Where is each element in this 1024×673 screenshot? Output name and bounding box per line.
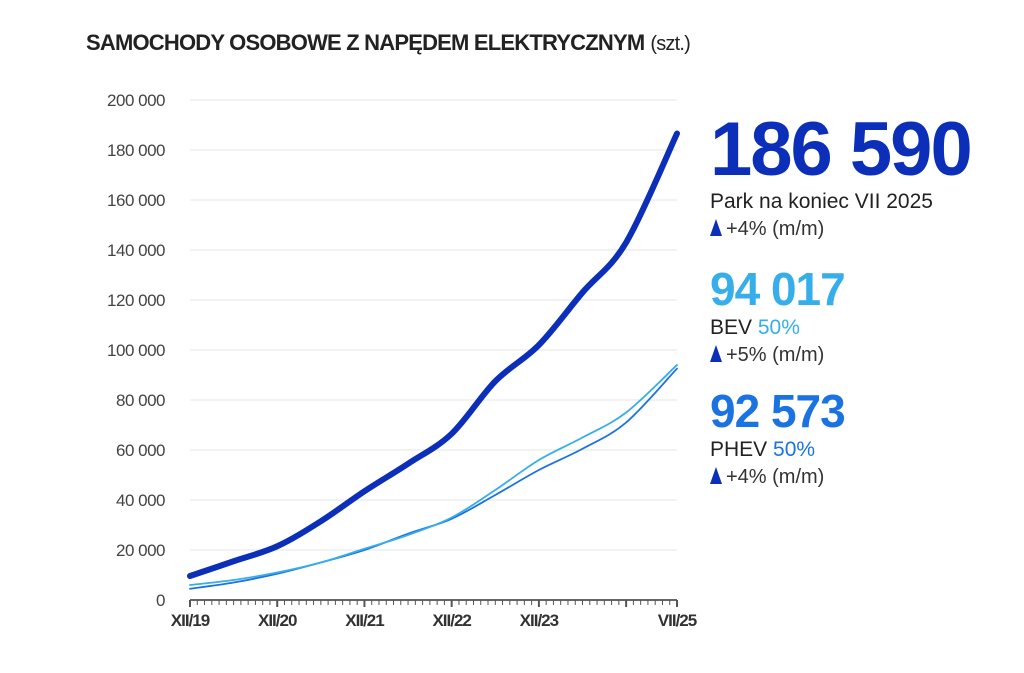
y-tick-label: 200 000 bbox=[107, 91, 165, 110]
phev-label: PHEV 50% bbox=[710, 438, 845, 462]
total-change: +4% (m/m) bbox=[710, 218, 971, 241]
x-tick-label: XII/21 bbox=[345, 611, 384, 630]
series-line-phev bbox=[189, 367, 678, 590]
triangle-up-icon bbox=[710, 467, 722, 484]
y-tick-label: 20 000 bbox=[116, 541, 165, 560]
x-tick-label: XII/23 bbox=[520, 611, 559, 630]
bev-share: 50% bbox=[757, 316, 800, 339]
bev-change-text: +5% (m/m) bbox=[726, 344, 825, 366]
phev-share: 50% bbox=[773, 438, 816, 461]
y-tick-label: 180 000 bbox=[107, 141, 165, 160]
y-tick-label: 100 000 bbox=[107, 341, 165, 360]
x-tick-label: XII/19 bbox=[171, 611, 210, 630]
bev-value: 94 017 bbox=[710, 263, 846, 315]
x-tick-label: XII/22 bbox=[432, 611, 471, 630]
series-line-bev bbox=[189, 364, 678, 586]
total-value: 186 590 bbox=[710, 107, 973, 192]
total-summary: 186 590 Park na koniec VII 2025 +4% (m/m… bbox=[710, 107, 973, 241]
triangle-up-icon bbox=[710, 345, 722, 362]
phev-change: +4% (m/m) bbox=[710, 466, 845, 489]
y-tick-label: 60 000 bbox=[116, 441, 165, 460]
y-tick-label: 40 000 bbox=[116, 491, 165, 510]
y-tick-label: 80 000 bbox=[116, 391, 165, 410]
title-text: SAMOCHODY OSOBOWE Z NAPĘDEM ELEKTRYCZNYM bbox=[86, 30, 645, 55]
x-tick-label: XII/20 bbox=[258, 611, 297, 630]
phev-value: 92 573 bbox=[710, 385, 846, 437]
bev-change: +5% (m/m) bbox=[710, 344, 845, 367]
y-tick-label: 120 000 bbox=[107, 291, 165, 310]
y-tick-label: 140 000 bbox=[107, 241, 165, 260]
y-tick-label: 0 bbox=[156, 591, 165, 610]
bev-label: BEV 50% bbox=[710, 316, 845, 340]
chart-title: SAMOCHODY OSOBOWE Z NAPĘDEM ELEKTRYCZNYM… bbox=[86, 30, 691, 56]
phev-label-text: PHEV bbox=[710, 438, 768, 461]
triangle-up-icon bbox=[710, 219, 722, 236]
phev-summary: 92 573 PHEV 50% +4% (m/m) bbox=[710, 385, 846, 489]
bev-summary: 94 017 BEV 50% +5% (m/m) bbox=[710, 263, 846, 367]
title-unit: (szt.) bbox=[650, 33, 690, 55]
x-tick-label: VII/25 bbox=[658, 611, 697, 630]
phev-change-text: +4% (m/m) bbox=[726, 466, 825, 488]
total-change-text: +4% (m/m) bbox=[726, 218, 825, 240]
total-label: Park na koniec VII 2025 bbox=[710, 190, 933, 213]
bev-label-text: BEV bbox=[710, 316, 753, 339]
y-tick-label: 160 000 bbox=[107, 191, 165, 210]
